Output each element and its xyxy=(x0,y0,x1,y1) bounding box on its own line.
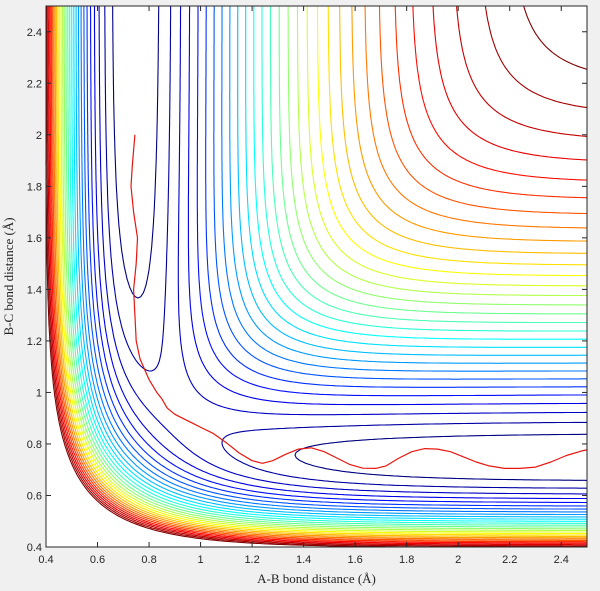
contour-level xyxy=(60,5,588,533)
contour-level xyxy=(47,5,588,546)
x-tick-label: 0.8 xyxy=(141,554,156,566)
x-axis-title: A-B bond distance (Å) xyxy=(257,571,376,586)
x-tick-label: 1.6 xyxy=(347,554,362,566)
contour-level xyxy=(54,5,588,539)
plot-frame xyxy=(45,5,588,548)
contour-level xyxy=(73,5,588,520)
y-tick-label: 1 xyxy=(36,387,42,399)
contour-level xyxy=(67,5,588,526)
contour-level xyxy=(62,5,588,531)
y-tick-label: 1.6 xyxy=(27,233,42,245)
contour-level xyxy=(49,5,588,544)
x-tick-label: 1.4 xyxy=(296,554,311,566)
contour-level xyxy=(69,5,588,524)
contour-level xyxy=(57,5,588,536)
y-tick-label: 2 xyxy=(36,130,42,142)
contour-level xyxy=(52,5,588,541)
x-tick-label: 0.6 xyxy=(90,554,105,566)
contour-level xyxy=(75,5,588,518)
y-tick-label: 0.8 xyxy=(27,439,42,451)
contour-level xyxy=(56,5,588,537)
contour-level xyxy=(50,5,588,543)
x-tick-label: 1.8 xyxy=(399,554,414,566)
contour-level xyxy=(71,5,588,522)
contour-level xyxy=(104,5,588,489)
contour-level xyxy=(48,5,588,545)
y-tick-label: 2.4 xyxy=(27,27,42,39)
contour-level xyxy=(77,5,588,516)
trajectory-layer xyxy=(130,134,588,469)
contour-level xyxy=(63,5,588,530)
y-tick-label: 0.6 xyxy=(27,490,42,502)
y-tick-label: 1.4 xyxy=(27,284,42,296)
contour-level xyxy=(89,5,588,504)
x-tick-label: 1 xyxy=(198,554,204,566)
y-tick-label: 1.8 xyxy=(27,181,42,193)
contour-level xyxy=(112,5,588,481)
y-tick-label: 0.4 xyxy=(27,542,42,554)
x-tick-label: 1.2 xyxy=(244,554,259,566)
x-tick-label: 2.4 xyxy=(554,554,569,566)
contour-level xyxy=(80,5,588,513)
trajectory-line xyxy=(130,134,588,469)
x-tick-label: 2 xyxy=(455,554,461,566)
x-tick-label: 2.2 xyxy=(502,554,517,566)
y-tick-label: 2.2 xyxy=(27,78,42,90)
plot-area xyxy=(46,6,587,547)
contour-level xyxy=(65,5,588,528)
contour-level xyxy=(86,5,588,507)
contour-level xyxy=(46,5,588,547)
x-tick-label: 0.4 xyxy=(38,554,53,566)
contour-level xyxy=(93,5,588,500)
contour-level xyxy=(98,5,588,495)
y-axis-title: B-C bond distance (Å) xyxy=(1,217,16,335)
contour-level xyxy=(83,5,588,510)
y-axis: 0.4 0.6 0.8 1 1.2 1.4 1.6 1.8 2 2.2 2.4 xyxy=(27,27,587,554)
contour-level xyxy=(58,5,588,535)
contour-lines xyxy=(45,5,588,548)
x-axis: 0.4 0.6 0.8 1 1.2 1.4 1.6 1.8 2 2.2 2.4 xyxy=(38,6,569,566)
y-tick-label: 1.2 xyxy=(27,336,42,348)
contour-level xyxy=(53,5,588,540)
